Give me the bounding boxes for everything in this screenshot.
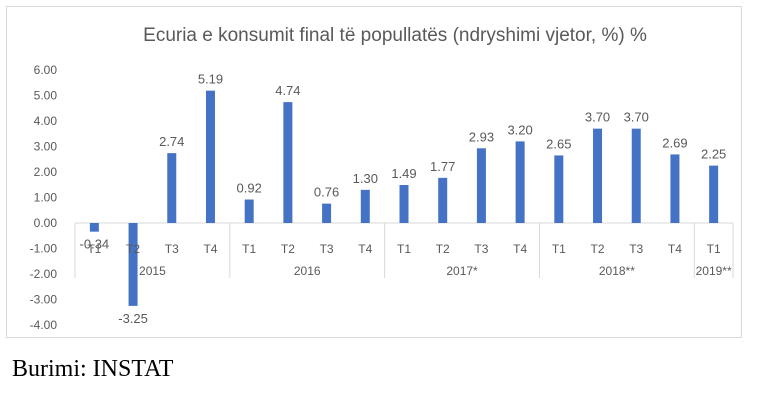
y-tick-label: 6.00 <box>34 63 58 77</box>
category-label: T1 <box>87 242 101 256</box>
y-axis-labels: 6.00 5.00 4.00 3.00 2.00 1.00 0.00 -1.00 -2.00 -3… <box>30 63 58 332</box>
bar <box>631 128 641 223</box>
y-tick-label: -4.00 <box>30 318 58 332</box>
category-label: T2 <box>126 242 140 256</box>
data-labels: -0.34 -3.25 2.74 5.19 0.92 4.74 0.76 1.30 1.49 1.… <box>80 72 727 326</box>
y-tick-label: 1.00 <box>34 191 58 205</box>
category-label: T3 <box>474 242 488 256</box>
bar <box>399 185 409 223</box>
data-label: 2.65 <box>546 136 571 151</box>
data-label: 0.92 <box>237 181 262 196</box>
category-label: T2 <box>436 242 450 256</box>
category-label: T1 <box>397 242 411 256</box>
data-label: 5.19 <box>198 72 223 87</box>
category-label: T4 <box>668 242 682 256</box>
bar-chart: Ecuria e konsumit final të popullatës (n… <box>30 25 734 332</box>
data-label: 4.74 <box>275 83 300 98</box>
bar <box>670 154 680 223</box>
category-label: T4 <box>358 242 372 256</box>
source-note: Burimi: INSTAT <box>12 356 174 382</box>
data-label: -0.34 <box>80 237 110 252</box>
y-tick-label: 3.00 <box>34 140 58 154</box>
data-label: 2.93 <box>469 129 494 144</box>
category-label: T1 <box>707 242 721 256</box>
category-label: T2 <box>281 242 295 256</box>
chart-frame: Ecuria e konsumit final të popullatës (n… <box>6 6 742 338</box>
bar <box>322 203 332 223</box>
data-label: 0.76 <box>314 185 339 200</box>
bar <box>360 189 370 223</box>
category-label: T4 <box>513 242 527 256</box>
y-tick-label: 5.00 <box>34 89 58 103</box>
bar <box>89 223 99 232</box>
y-tick-label: -2.00 <box>30 267 58 281</box>
bar <box>128 223 138 306</box>
data-label: 3.20 <box>507 122 532 137</box>
year-group-label: 2016 <box>294 264 321 278</box>
y-tick-label: 2.00 <box>34 165 58 179</box>
x-axis-labels: T1 T2 T3 T4 T1 T2 T3 T4 T1 T2 T3 T4 T1 T2 T3 T4 T1 2015 20… <box>87 242 732 278</box>
bars <box>89 90 719 306</box>
bar <box>709 165 719 223</box>
year-group-label: 2015 <box>139 264 166 278</box>
category-label: T1 <box>242 242 256 256</box>
data-label: 1.77 <box>430 159 455 174</box>
data-label: 1.30 <box>353 171 378 186</box>
bar <box>476 148 486 223</box>
data-label: 2.25 <box>701 147 726 162</box>
y-tick-label: 0.00 <box>34 216 58 230</box>
data-label: 3.70 <box>624 110 649 125</box>
bar <box>438 177 448 223</box>
category-label: T4 <box>203 242 217 256</box>
bar <box>167 153 177 223</box>
year-group-label: 2017* <box>446 264 478 278</box>
data-label: 1.49 <box>391 166 416 181</box>
bar <box>205 90 215 223</box>
category-label: T3 <box>320 242 334 256</box>
bar <box>244 199 254 223</box>
y-tick-label: -3.00 <box>30 293 58 307</box>
category-label: T1 <box>552 242 566 256</box>
year-group-label: 2018** <box>599 264 635 278</box>
bar <box>515 141 525 223</box>
data-label: -3.25 <box>118 311 148 326</box>
category-label: T2 <box>591 242 605 256</box>
category-label: T3 <box>629 242 643 256</box>
y-tick-label: -1.00 <box>30 242 58 256</box>
bar <box>593 128 603 223</box>
bar <box>554 155 564 223</box>
data-label: 2.69 <box>662 135 687 150</box>
y-tick-label: 4.00 <box>34 114 58 128</box>
category-label: T3 <box>165 242 179 256</box>
data-label: 3.70 <box>585 110 610 125</box>
data-label: 2.74 <box>159 134 184 149</box>
chart-title: Ecuria e konsumit final të popullatës (n… <box>143 25 647 46</box>
year-group-label: 2019** <box>696 264 732 278</box>
bar <box>283 102 293 223</box>
